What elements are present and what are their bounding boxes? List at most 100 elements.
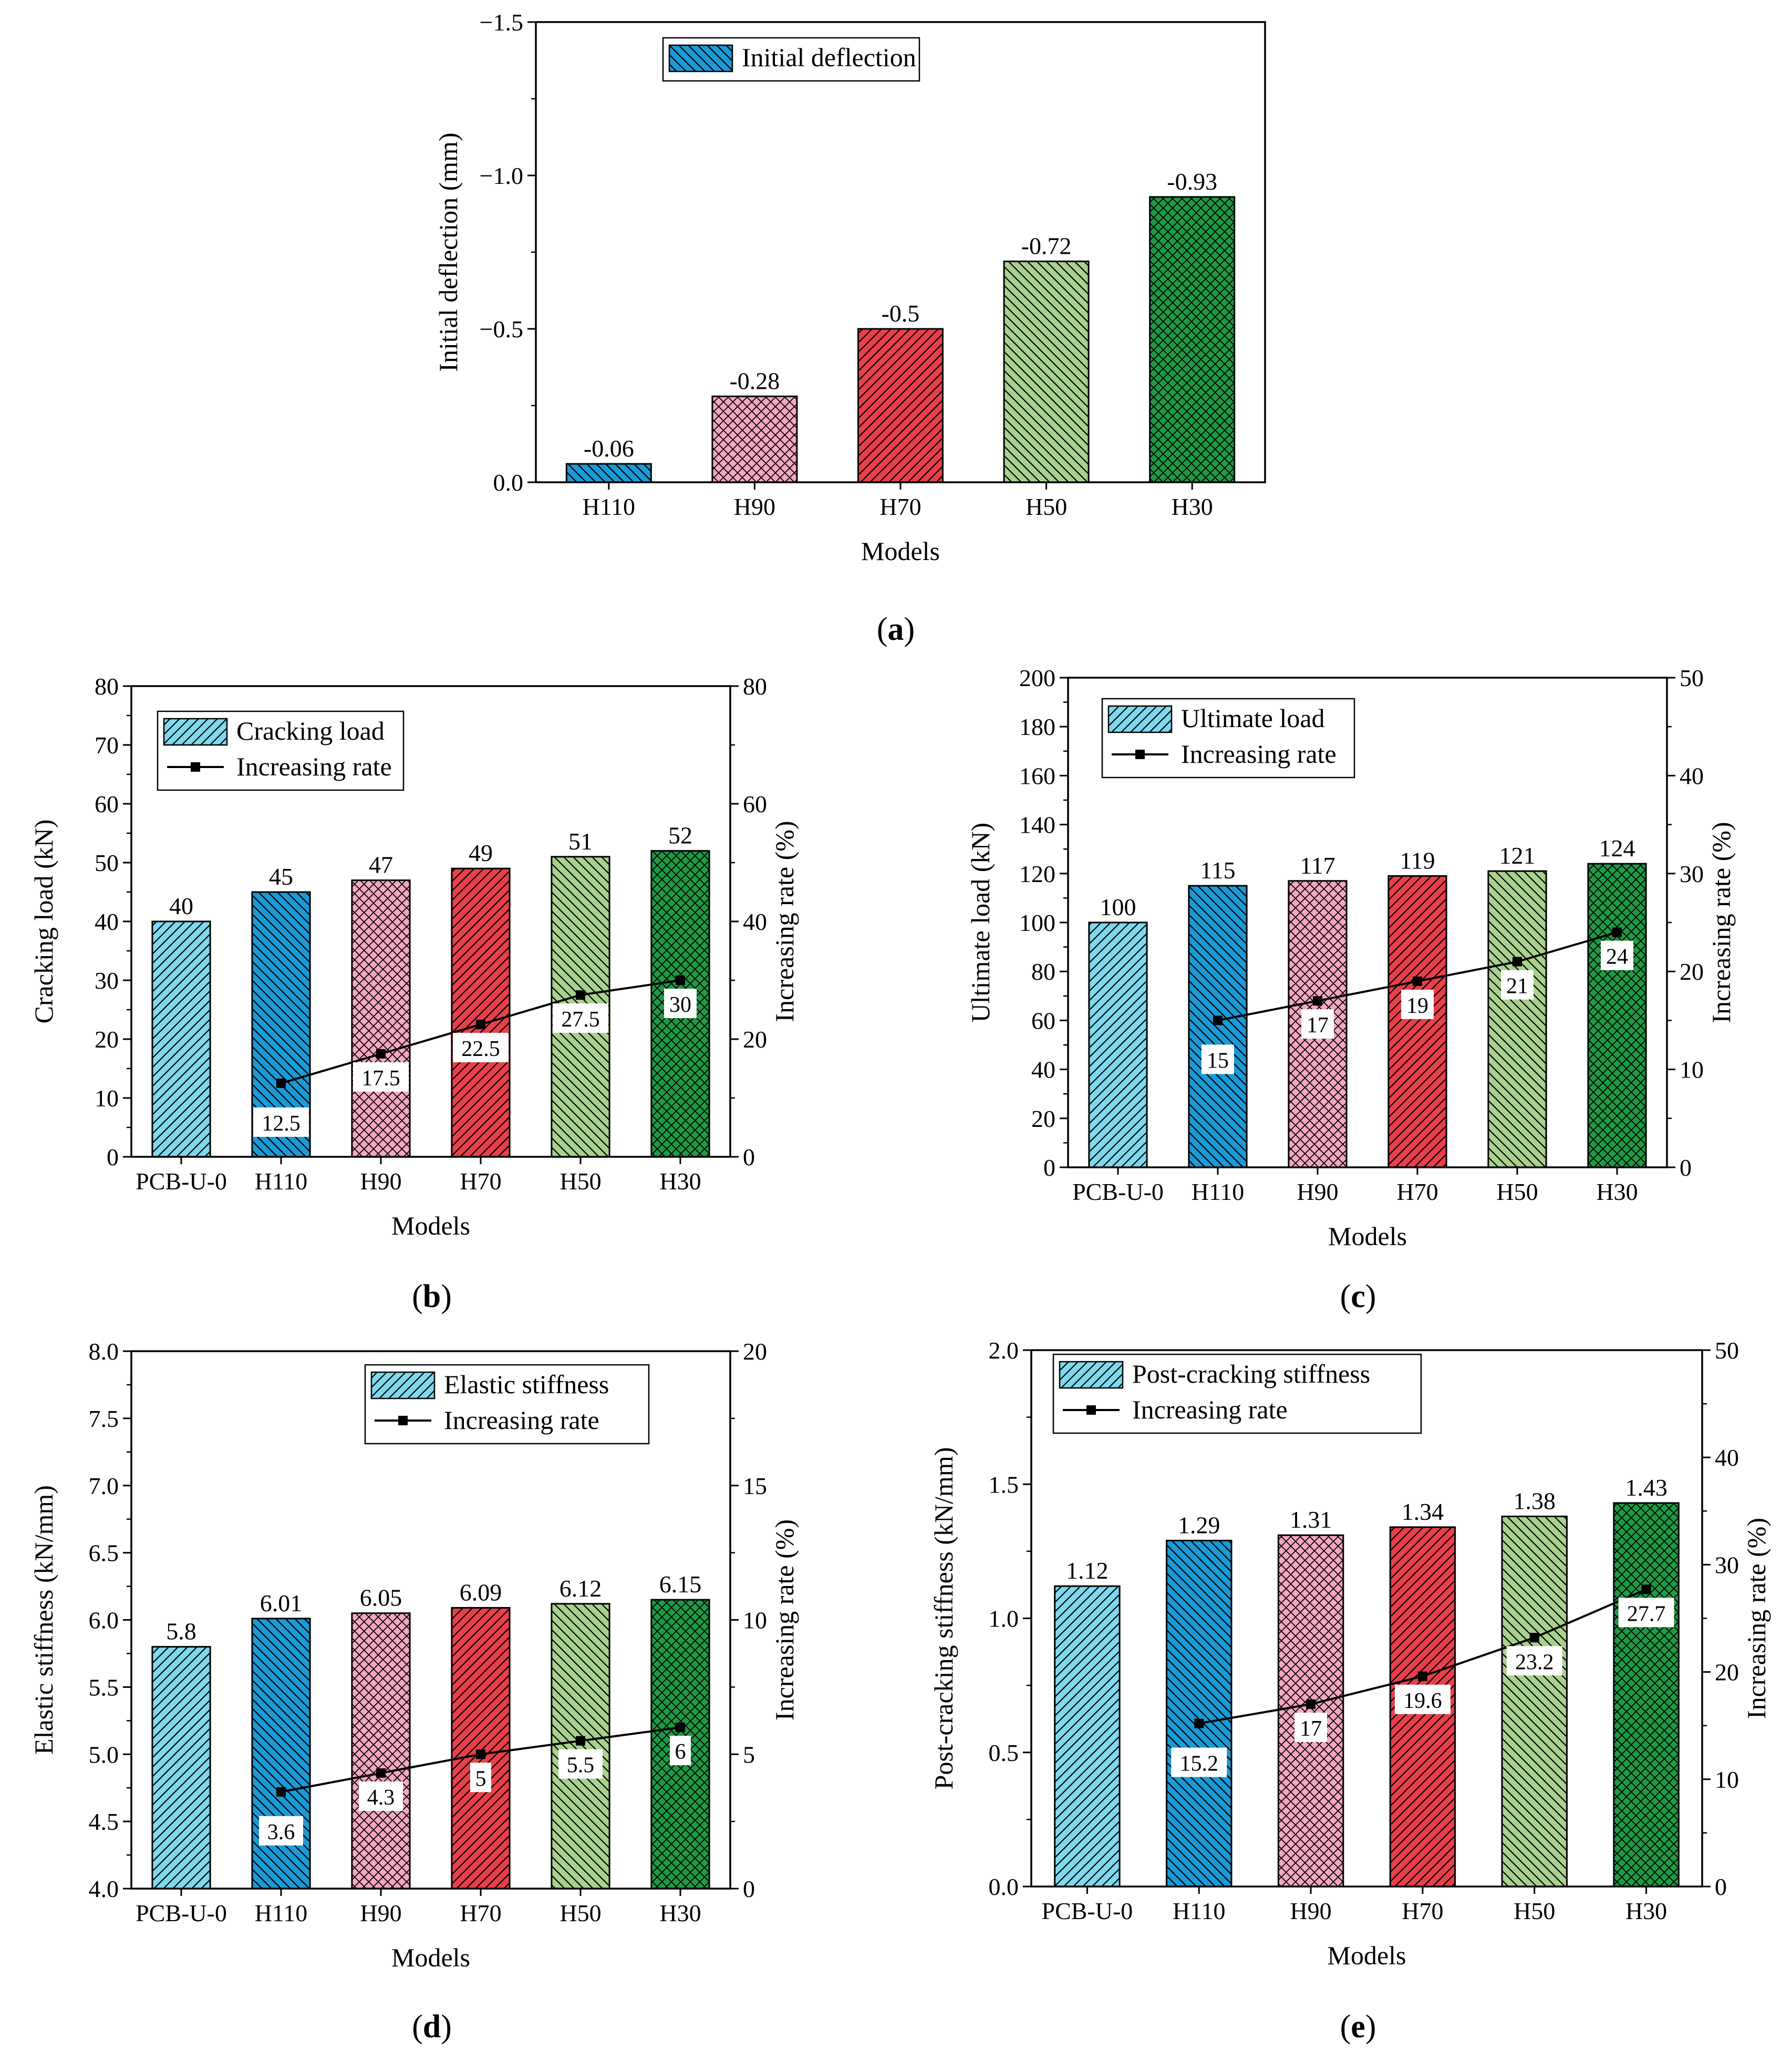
x-tick-label: H110 (583, 493, 636, 520)
y-tick-label: 100 (1019, 909, 1055, 936)
rate-value-label: 17.5 (361, 1066, 400, 1091)
rate-value-label: 5.5 (567, 1754, 595, 1778)
legend-label: Increasing rate (1132, 1395, 1288, 1424)
rate-marker (476, 1020, 485, 1029)
rate-value-label: 17 (1307, 1013, 1329, 1038)
y2-tick-label: 20 (743, 1026, 767, 1053)
legend-label: Elastic stiffness (444, 1370, 609, 1399)
bar-value-label: 52 (668, 822, 692, 849)
bar-value-label: -0.93 (1167, 168, 1217, 195)
x-tick-label: H70 (879, 493, 921, 520)
legend-swatch-hatch (371, 1372, 434, 1398)
rate-marker (1306, 1699, 1316, 1709)
y-tick-label: 2.0 (989, 1337, 1019, 1364)
y-tick-label: 20 (95, 1026, 119, 1053)
bar-value-label: 51 (568, 828, 593, 855)
y-tick-label: 4.0 (89, 1875, 119, 1902)
y2-tick-label: 20 (1715, 1659, 1739, 1686)
x-tick-label: H90 (360, 1900, 401, 1926)
bar-hatch-h110 (252, 1618, 310, 1889)
legend-label: Increasing rate (1181, 739, 1337, 769)
rate-marker (1194, 1718, 1204, 1728)
bar-value-label: 1.12 (1066, 1557, 1109, 1584)
x-tick-label: PCB-U-0 (136, 1168, 227, 1195)
y2-tick-label: 40 (1680, 762, 1704, 789)
bar-hatch-h50 (551, 1603, 610, 1889)
y2-tick-label: 10 (1680, 1056, 1704, 1083)
y-tick-label: 80 (1031, 958, 1055, 985)
rate-value-label: 27.5 (561, 1008, 600, 1032)
rate-marker (1513, 957, 1522, 967)
y2-tick-label: 0 (1680, 1154, 1692, 1181)
bar-value-label: 117 (1300, 852, 1335, 879)
y2-tick-label: 15 (743, 1473, 767, 1499)
rate-value-label: 24 (1606, 945, 1628, 969)
y2-tick-label: 10 (1715, 1766, 1739, 1793)
rate-label-bg (1618, 1598, 1674, 1628)
x-tick-label: H110 (255, 1900, 308, 1926)
x-tick-label: H70 (460, 1168, 501, 1195)
y2-tick-label: 0 (743, 1144, 755, 1170)
rate-label-bg (1401, 989, 1434, 1019)
y-tick-label: 200 (1019, 665, 1055, 691)
y-axis-label: Elastic stiffness (kN/mm) (29, 1485, 58, 1755)
bar-hatch-h70 (451, 868, 510, 1157)
bar-value-label: 6.12 (560, 1575, 602, 1602)
y-tick-label: 80 (95, 673, 119, 700)
bar-hatch-h50 (1004, 261, 1089, 482)
rate-marker (376, 1768, 386, 1778)
bar-value-label: 40 (169, 893, 193, 919)
x-tick-label: H70 (1396, 1178, 1438, 1205)
y-tick-label: 20 (1031, 1105, 1055, 1132)
bar-value-label: 115 (1200, 857, 1235, 884)
rate-marker (476, 1749, 485, 1759)
y-tick-label: 50 (95, 849, 119, 876)
bar-hatch-pcb-u-0 (152, 1646, 211, 1889)
bar-hatch-pcb-u-0 (152, 921, 211, 1157)
y2-tick-label: 40 (743, 908, 767, 935)
bar-hatch-h90 (712, 396, 797, 482)
bar-hatch-h110 (1188, 886, 1247, 1167)
rate-marker (676, 976, 685, 985)
y-tick-label: 160 (1019, 762, 1055, 789)
legend-label: Post-cracking stiffness (1132, 1359, 1370, 1388)
bar-value-label: 6.15 (659, 1571, 702, 1598)
legend-marker (191, 762, 200, 772)
y2-axis-label: Increasing rate (%) (770, 821, 799, 1022)
legend: Post-cracking stiffness Increasing rate (1052, 1353, 1422, 1434)
rate-marker (1641, 1584, 1651, 1594)
bar-hatch-pcb-u-0 (1054, 1586, 1120, 1887)
y-axis-label: Initial deflection (mm) (433, 132, 463, 371)
bar-hatch-pcb-u-0 (1089, 923, 1147, 1167)
x-tick-label: PCB-U-0 (136, 1900, 227, 1926)
x-tick-label: H50 (560, 1168, 601, 1195)
bar-value-label: 6.01 (260, 1590, 303, 1616)
y2-tick-label: 30 (1715, 1551, 1739, 1578)
bar-value-label: -0.5 (882, 300, 920, 327)
legend: Elastic stiffness Increasing rate (364, 1364, 650, 1445)
rate-value-label: 6 (675, 1740, 686, 1764)
x-tick-label: PCB-U-0 (1042, 1898, 1133, 1924)
bar-hatch-h70 (451, 1608, 510, 1889)
bar-hatch-h110 (566, 463, 651, 482)
x-tick-label: H110 (1192, 1178, 1245, 1205)
y2-tick-label: 50 (1680, 665, 1704, 691)
bar-value-label: 1.34 (1402, 1498, 1444, 1525)
bar-value-label: -0.72 (1021, 233, 1072, 260)
rate-label-bg (1601, 940, 1633, 970)
x-tick-label: H30 (1625, 1898, 1667, 1924)
panel-label-c: (c) (1340, 1279, 1376, 1314)
y-tick-label: 0.0 (493, 469, 524, 496)
panel-label-e: (e) (1340, 2009, 1376, 2045)
rate-label-bg (353, 1062, 409, 1092)
y-axis-label: Cracking load (kN) (29, 820, 58, 1024)
bar-value-label: 1.29 (1178, 1511, 1220, 1538)
rate-marker (276, 1079, 286, 1088)
y2-tick-label: 30 (1680, 861, 1704, 887)
rate-label-bg (670, 1736, 691, 1766)
rate-value-label: 4.3 (367, 1786, 395, 1810)
bar-hatch-h50 (1502, 1516, 1567, 1887)
y2-tick-label: 20 (743, 1338, 767, 1365)
bar-hatch-h30 (1588, 864, 1646, 1167)
